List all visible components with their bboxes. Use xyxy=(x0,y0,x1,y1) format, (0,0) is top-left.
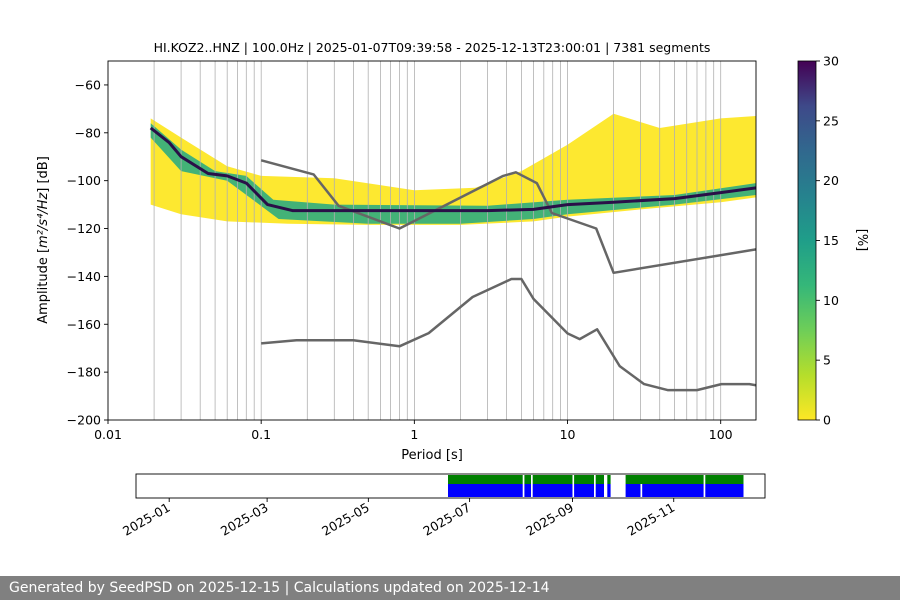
availability-segment xyxy=(574,484,594,497)
availability-segment xyxy=(574,475,594,484)
chart-title: HI.KOZ2..HNZ | 100.0Hz | 2025-01-07T09:3… xyxy=(154,40,711,55)
availability-segment xyxy=(524,484,531,497)
timeline-tick-label: 2025-03 xyxy=(218,500,271,539)
timeline-tick-label: 2025-01 xyxy=(120,500,173,539)
colorbar xyxy=(797,60,817,421)
x-tick-label: 1 xyxy=(410,427,418,442)
x-axis: 0.01 0.1 1 10 100 xyxy=(94,420,733,442)
availability-segment xyxy=(607,484,611,497)
timeline-tick-label: 2025-05 xyxy=(319,500,372,539)
availability-segment xyxy=(532,475,573,484)
plot-frame xyxy=(107,60,757,421)
y-axis-label: Amplitude [m²/s⁴/Hz] [dB] xyxy=(36,156,51,324)
availability-segment xyxy=(532,484,573,497)
availability-segment xyxy=(595,475,604,484)
colorbar-tick-label: 30 xyxy=(823,54,839,69)
y-tick-label: −180 xyxy=(67,365,101,380)
colorbar-tick-label: 25 xyxy=(823,113,839,128)
timeline-axis: 2025-01 2025-03 2025-05 2025-07 2025-09 2025-… xyxy=(120,498,677,539)
y-tick-label: −140 xyxy=(67,269,101,284)
mode-line xyxy=(149,126,756,213)
colorbar-ticks: 0 5 10 15 20 25 30 xyxy=(816,54,839,428)
y-axis: −60 −80 −100 −120 −140 −160 −180 −200 xyxy=(67,77,108,428)
colorbar-tick-label: 15 xyxy=(823,233,839,248)
availability-segment xyxy=(625,475,704,484)
y-tick-label: −200 xyxy=(67,413,101,428)
availability-segment xyxy=(705,484,744,497)
y-tick-label: −80 xyxy=(75,125,101,140)
y-tick-label: −160 xyxy=(67,317,101,332)
y-tick-label: −100 xyxy=(67,173,101,188)
x-axis-label: Period [s] xyxy=(401,448,463,463)
psd-figure: HI.KOZ2..HNZ | 100.0Hz | 2025-01-07T09:3… xyxy=(36,40,869,539)
availability-segment xyxy=(625,484,641,497)
period-gridlines xyxy=(153,61,722,420)
availability-segment xyxy=(595,484,604,497)
footer-note: Generated by SeedPSD on 2025-12-15 | Cal… xyxy=(0,576,900,600)
availability-segment xyxy=(607,475,611,484)
availability-segment xyxy=(705,475,744,484)
psd-density-layer xyxy=(150,113,756,225)
availability-segment xyxy=(448,475,523,484)
low-noise-model-line xyxy=(261,277,756,392)
colorbar-tick-label: 10 xyxy=(823,293,839,308)
high-noise-model-line xyxy=(260,159,756,275)
colorbar-tick-label: 5 xyxy=(823,353,831,368)
x-tick-label: 0.01 xyxy=(94,427,122,442)
availability-segment xyxy=(524,475,531,484)
plot-area xyxy=(108,61,756,420)
timeline-tick-label: 2025-07 xyxy=(420,500,473,539)
y-tick-label: −60 xyxy=(75,77,101,92)
noise-model-lines xyxy=(149,126,756,392)
density-band-low xyxy=(150,113,756,225)
availability-segment xyxy=(448,484,523,497)
density-band-medium xyxy=(150,123,756,224)
colorbar-label: [%] xyxy=(854,229,869,252)
data-availability-timeline xyxy=(448,475,744,497)
timeline-tick-label: 2025-11 xyxy=(624,500,677,539)
x-tick-label: 100 xyxy=(709,427,733,442)
x-tick-label: 10 xyxy=(560,427,576,442)
x-tick-label: 0.1 xyxy=(251,427,271,442)
timeline-tick-label: 2025-09 xyxy=(523,500,576,539)
colorbar-tick-label: 0 xyxy=(823,413,831,428)
colorbar-tick-label: 20 xyxy=(823,173,839,188)
y-tick-label: −120 xyxy=(67,221,101,236)
availability-segment xyxy=(642,484,704,497)
